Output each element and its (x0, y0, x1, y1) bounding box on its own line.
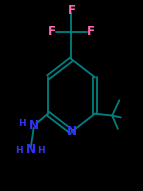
Text: N: N (66, 125, 77, 138)
Text: N: N (29, 119, 39, 132)
Text: H: H (16, 146, 23, 155)
Text: F: F (87, 25, 95, 38)
Text: F: F (67, 4, 76, 17)
Text: H: H (18, 119, 26, 128)
Text: F: F (48, 25, 56, 38)
Text: H: H (37, 146, 45, 155)
Text: N: N (26, 143, 36, 156)
